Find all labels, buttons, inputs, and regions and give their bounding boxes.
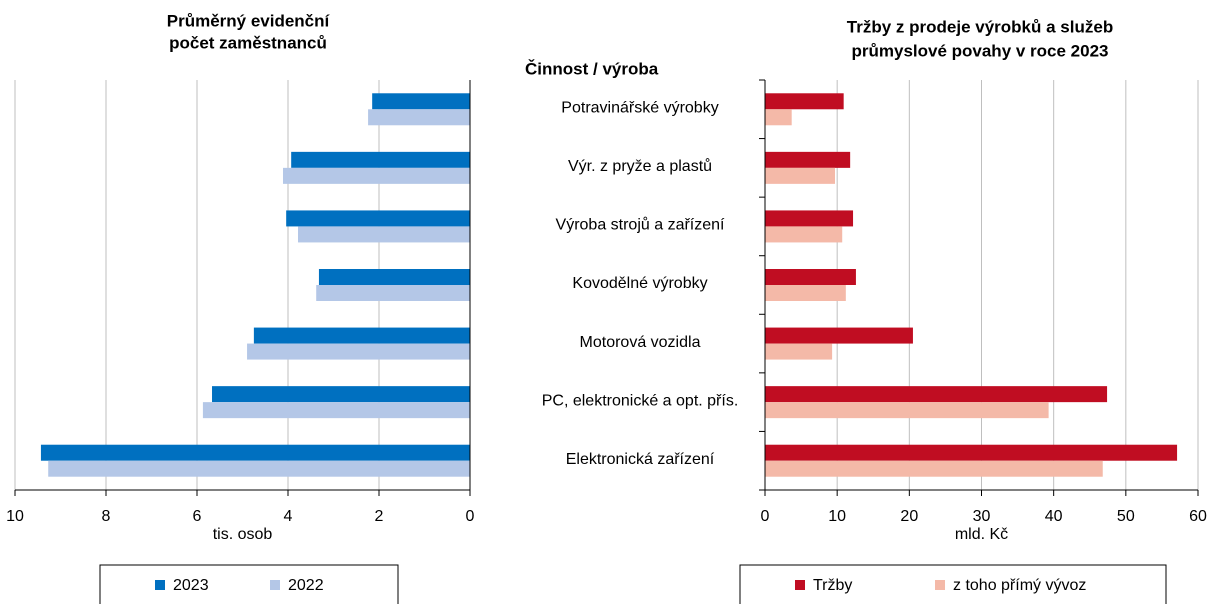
bar [298, 226, 470, 243]
bar [253, 327, 470, 344]
legend-label: Tržby [813, 577, 852, 594]
legend-box [739, 564, 1167, 604]
x-axis-label: tis. osob [213, 526, 273, 543]
bar [212, 386, 470, 403]
y-tick-label: Kovodělné výrobky [572, 275, 707, 292]
bar [48, 460, 471, 477]
x-tick-label: 40 [1045, 508, 1063, 525]
bar [765, 226, 843, 243]
bar [316, 285, 470, 301]
x-tick-label: 10 [828, 508, 846, 525]
bar [765, 109, 792, 126]
bar [765, 167, 836, 184]
y-tick-label: Výroba strojů a zařízení [556, 216, 726, 234]
bar [318, 269, 470, 285]
bar [765, 210, 854, 227]
x-axis-label: mld. Kč [955, 526, 1008, 543]
x-tick-label: 0 [761, 508, 770, 525]
x-tick-label: 50 [1117, 508, 1135, 525]
chart-title: Tržby z prodeje výrobků a služeb [847, 17, 1113, 36]
y-tick-label: Potravinářské výrobky [561, 100, 718, 117]
chart-title: průmyslové povahy v roce 2023 [851, 41, 1108, 60]
bar [40, 444, 471, 461]
bar [765, 444, 1178, 461]
category-axis-title: Činnost / výroba [525, 59, 659, 78]
bar [765, 269, 856, 285]
bar [291, 151, 470, 168]
legend-label: 2023 [173, 577, 209, 594]
bar [765, 285, 846, 301]
y-tick-label: Elektronická zařízení [566, 451, 715, 468]
legend-swatch [935, 580, 945, 590]
chart-title: počet zaměstnanců [169, 33, 327, 52]
x-tick-label: 8 [102, 508, 111, 525]
bar [765, 460, 1103, 477]
chart-title: Průměrný evidenční [167, 11, 331, 30]
legend-swatch [155, 580, 165, 590]
x-tick-label: 20 [900, 508, 918, 525]
legend-swatch [795, 580, 805, 590]
bar [372, 93, 470, 110]
x-tick-label: 60 [1189, 508, 1207, 525]
x-tick-label: 6 [193, 508, 202, 525]
legend-label: z toho přímý vývoz [953, 577, 1086, 594]
x-tick-label: 10 [6, 508, 24, 525]
bar [282, 167, 470, 184]
x-tick-label: 4 [284, 508, 293, 525]
x-tick-label: 30 [973, 508, 991, 525]
y-tick-label: Výr. z pryže a plastů [568, 157, 712, 175]
bar [765, 327, 913, 344]
x-tick-label: 0 [466, 508, 475, 525]
bar [765, 343, 833, 360]
legend-box [99, 564, 399, 604]
y-tick-label: PC, elektronické a opt. přís. [542, 392, 739, 409]
bar [765, 93, 844, 110]
legend-label: 2022 [288, 577, 324, 594]
bar [765, 151, 851, 168]
bar [765, 402, 1049, 419]
bar [286, 210, 470, 227]
bar [247, 343, 470, 360]
bar [368, 109, 470, 126]
bar [765, 386, 1108, 403]
y-tick-label: Motorová vozidla [580, 334, 701, 351]
bar [202, 402, 471, 419]
x-tick-label: 2 [375, 508, 384, 525]
legend-swatch [270, 580, 280, 590]
